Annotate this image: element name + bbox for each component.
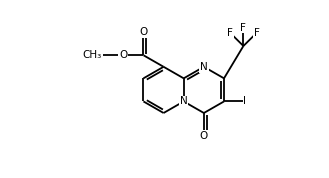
Text: O: O — [119, 50, 127, 60]
Text: F: F — [240, 23, 246, 33]
Text: I: I — [243, 96, 246, 106]
Text: N: N — [180, 96, 188, 106]
Text: O: O — [139, 27, 148, 37]
Text: N: N — [200, 62, 208, 72]
Text: CH₃: CH₃ — [82, 50, 102, 60]
Text: F: F — [254, 28, 260, 38]
Text: O: O — [200, 131, 208, 141]
Text: F: F — [227, 28, 233, 38]
